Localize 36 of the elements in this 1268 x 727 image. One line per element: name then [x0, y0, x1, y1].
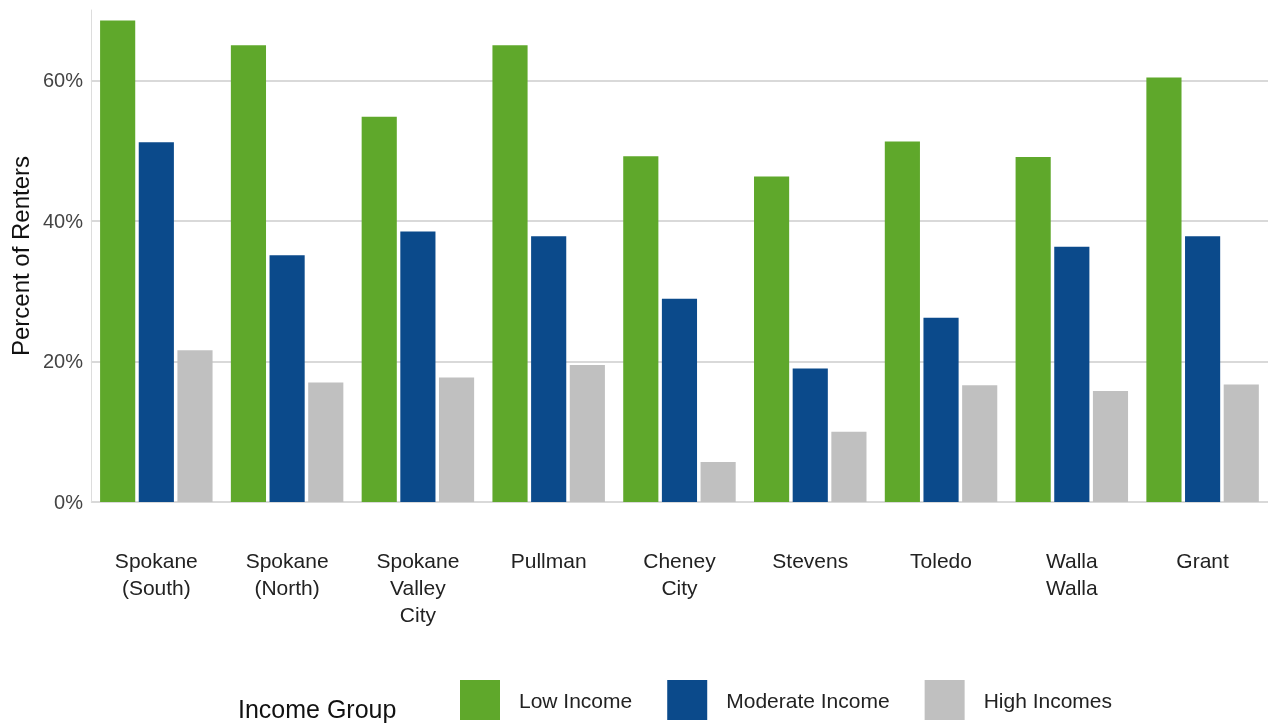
y-tick-label: 20%	[42, 350, 84, 373]
x-tick-label: Grant	[1176, 549, 1230, 572]
legend-label: High Incomes	[983, 688, 1113, 712]
x-tick-label: Walla Walla	[1045, 549, 1099, 599]
legend-label: Moderate Income	[726, 688, 890, 712]
y-axis-title: Percent of Renters	[6, 155, 34, 357]
x-tick-label: Toledo	[910, 549, 972, 572]
bar	[623, 156, 659, 502]
x-tick-label: Spokane (North)	[245, 549, 329, 599]
x-tick-label: Pullman	[510, 549, 587, 572]
bar	[1054, 246, 1090, 502]
bar	[138, 142, 174, 502]
bar	[1146, 77, 1182, 502]
x-tick-label: Spokane Valley City	[376, 549, 460, 626]
bar	[531, 236, 567, 502]
legend-title: Income Group	[238, 694, 397, 723]
bar	[1185, 236, 1221, 502]
bar	[100, 20, 136, 502]
bar	[230, 45, 267, 502]
bar	[400, 231, 436, 502]
bar	[884, 141, 920, 502]
bar	[661, 298, 698, 502]
y-tick-label: 40%	[42, 209, 84, 232]
y-tick-label: 60%	[42, 69, 84, 92]
bar	[754, 176, 790, 502]
y-tick-label: 0%	[54, 491, 84, 513]
x-tick-label: Spokane (South)	[114, 549, 198, 599]
bar	[492, 45, 528, 502]
x-tick-label: Stevens	[772, 549, 849, 572]
bar	[923, 317, 959, 502]
bar	[361, 116, 397, 502]
bar	[792, 368, 828, 502]
bar	[1015, 156, 1051, 502]
legend-label: Low Income	[519, 688, 633, 712]
bar	[269, 255, 305, 502]
x-tick-label: Cheney City	[643, 549, 717, 599]
